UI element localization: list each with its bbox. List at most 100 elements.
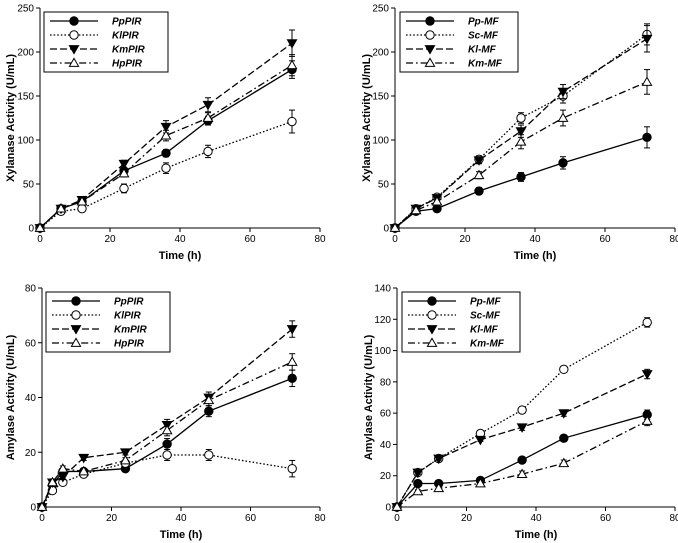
legend-marker	[71, 296, 81, 306]
y-tick-label: 100	[374, 346, 391, 357]
data-point	[474, 435, 486, 446]
data-point	[203, 394, 215, 405]
data-point	[57, 463, 69, 473]
legend-marker	[424, 57, 436, 67]
legend-label: Km-MF	[468, 59, 503, 70]
x-tick-label: 20	[459, 234, 471, 245]
x-tick-label: 0	[394, 513, 400, 524]
x-axis-label: Time (h)	[514, 250, 557, 262]
data-point	[119, 183, 129, 194]
data-point	[161, 163, 171, 173]
series-line	[394, 136, 648, 229]
data-point	[642, 317, 652, 328]
x-tick-label: 80	[669, 513, 678, 524]
x-tick-label: 60	[599, 234, 611, 245]
legend-marker	[71, 310, 81, 320]
y-tick-label: 0	[385, 503, 391, 514]
y-tick-label: 20	[380, 471, 392, 482]
data-point	[558, 409, 570, 419]
legend: PpPIR KlPIR KmPIR HpPIR	[45, 291, 171, 353]
data-point	[559, 433, 569, 443]
y-tick-label: 0	[28, 224, 34, 235]
data-point	[473, 156, 485, 166]
y-tick-label: 250	[17, 4, 34, 15]
y-tick-label: 200	[17, 48, 34, 59]
data-point	[34, 222, 46, 232]
data-point	[473, 169, 485, 180]
series-Km-MF	[391, 415, 653, 511]
data-point	[641, 415, 653, 425]
data-point	[204, 450, 214, 460]
series-HpPIR	[34, 54, 298, 232]
data-point	[162, 450, 172, 460]
data-point	[162, 439, 172, 449]
data-point	[641, 370, 653, 380]
data-point	[286, 356, 298, 366]
legend-label: PpPIR	[112, 17, 142, 28]
legend-label: KmPIR	[112, 45, 146, 56]
data-point	[46, 476, 58, 487]
data-point	[558, 158, 568, 168]
y-tick-label: 150	[372, 92, 389, 103]
data-point	[119, 454, 131, 465]
y-tick-label: 80	[25, 284, 37, 295]
legend: Pp-MF Sc-MF Kl-MF Km-MF	[401, 291, 521, 353]
data-point	[286, 39, 298, 49]
legend-marker	[426, 337, 438, 347]
data-point	[517, 455, 527, 465]
y-tick-label: 60	[380, 409, 392, 420]
data-point	[160, 129, 172, 140]
legend: PpPIR KlPIR KmPIR HpPIR	[43, 11, 169, 73]
series-line	[394, 81, 648, 229]
x-tick-label: 20	[106, 513, 118, 524]
data-point	[77, 203, 87, 214]
data-point	[433, 454, 445, 465]
series-line	[41, 454, 293, 508]
series-Km-MF	[389, 69, 653, 232]
x-tick-label: 40	[174, 234, 186, 245]
y-tick-label: 50	[378, 180, 390, 191]
series-KlPIR	[35, 109, 297, 233]
legend-box	[43, 11, 169, 73]
y-axis-label: Amylase Activity (U/mL)	[363, 334, 375, 460]
data-point	[517, 405, 527, 415]
x-axis-label: Time (h)	[160, 529, 203, 541]
legend-label: HpPIR	[112, 59, 143, 70]
y-axis-label: Xylanase Activity (U/mL)	[361, 54, 373, 182]
y-tick-label: 20	[25, 448, 37, 459]
x-tick-label: 0	[37, 234, 43, 245]
x-tick-label: 40	[530, 513, 542, 524]
x-axis-label: Time (h)	[515, 529, 558, 541]
data-point	[516, 423, 528, 433]
y-tick-label: 250	[372, 4, 389, 15]
x-tick-label: 40	[529, 234, 541, 245]
data-point	[203, 146, 213, 157]
data-point	[118, 167, 130, 178]
y-tick-label: 100	[372, 136, 389, 147]
data-point	[410, 204, 422, 215]
data-point	[557, 112, 569, 122]
data-point	[641, 76, 653, 86]
x-tick-label: 40	[175, 513, 187, 524]
legend-marker	[425, 30, 435, 40]
y-tick-label: 0	[383, 224, 389, 235]
data-point	[36, 501, 48, 511]
y-tick-label: 120	[374, 315, 391, 326]
series-line	[41, 328, 293, 508]
x-tick-label: 60	[245, 513, 257, 524]
legend-box	[45, 291, 171, 353]
data-point	[287, 116, 297, 127]
chart-panel-1: 0 20 40 60 80 0 50 100 150 200 250 Time (h) Xylanase…	[5, 4, 326, 263]
data-point	[287, 463, 297, 474]
data-point	[431, 195, 443, 206]
data-point	[515, 127, 527, 137]
series-KlPIR	[37, 449, 297, 512]
data-point	[391, 501, 403, 511]
data-point	[389, 222, 401, 232]
data-point	[161, 148, 171, 158]
y-tick-label: 0	[30, 503, 36, 514]
data-point	[287, 373, 297, 384]
legend-marker	[425, 16, 435, 26]
